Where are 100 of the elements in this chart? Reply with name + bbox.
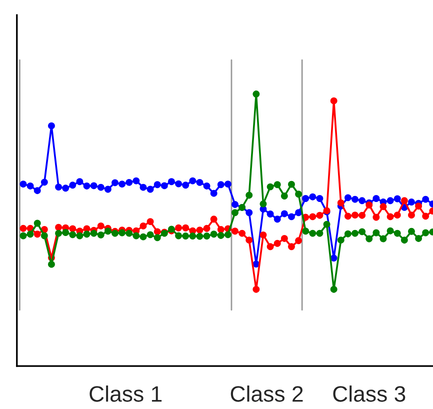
- point: [274, 181, 281, 188]
- point: [146, 218, 154, 226]
- point: [330, 97, 338, 104]
- point: [210, 230, 218, 238]
- point: [274, 216, 281, 223]
- point: [55, 230, 62, 237]
- point: [266, 243, 274, 250]
- point: [90, 230, 98, 237]
- point: [422, 212, 430, 220]
- point: [104, 186, 112, 193]
- point: [26, 182, 34, 190]
- point: [140, 184, 147, 191]
- point: [203, 232, 210, 240]
- point: [366, 202, 373, 208]
- point: [26, 230, 34, 238]
- point: [90, 182, 98, 190]
- point: [217, 232, 224, 239]
- point: [246, 236, 253, 244]
- point: [210, 216, 218, 223]
- point: [146, 231, 154, 238]
- point: [146, 186, 154, 193]
- point: [352, 196, 358, 203]
- point: [246, 209, 253, 216]
- point: [20, 224, 27, 232]
- point: [280, 235, 288, 242]
- point: [97, 222, 104, 230]
- point: [400, 197, 408, 204]
- point: [344, 230, 352, 238]
- point: [182, 232, 190, 240]
- point: [295, 209, 302, 216]
- point: [48, 260, 55, 268]
- point: [358, 197, 366, 204]
- point: [196, 226, 204, 234]
- point: [380, 235, 387, 242]
- point: [394, 195, 401, 202]
- point: [118, 229, 126, 236]
- point: [175, 180, 182, 188]
- point: [217, 226, 224, 233]
- point: [266, 183, 274, 190]
- point: [288, 213, 295, 220]
- point: [97, 184, 104, 191]
- point: [394, 212, 401, 219]
- point: [408, 228, 415, 235]
- point: [408, 212, 415, 219]
- point: [154, 181, 161, 188]
- point: [126, 230, 133, 237]
- point: [380, 203, 387, 210]
- point: [394, 230, 401, 237]
- point: [302, 228, 310, 235]
- point: [252, 286, 260, 293]
- point: [266, 210, 274, 218]
- point: [260, 200, 267, 208]
- point: [232, 200, 238, 208]
- text: Class 1: [90, 386, 162, 402]
- point: [83, 230, 90, 238]
- point: [232, 209, 238, 216]
- point: [55, 184, 62, 191]
- point: [140, 233, 147, 240]
- point: [126, 178, 133, 186]
- point: [288, 243, 295, 250]
- point: [246, 192, 253, 199]
- point: [189, 177, 196, 184]
- point: [252, 90, 260, 98]
- point: [337, 199, 344, 206]
- point: [20, 232, 27, 240]
- point: [132, 177, 140, 184]
- point: [280, 192, 288, 200]
- point: [224, 180, 232, 188]
- point: [415, 202, 422, 210]
- point: [344, 212, 352, 220]
- point: [48, 122, 55, 130]
- point: [386, 213, 394, 220]
- point: [344, 194, 352, 202]
- point: [309, 213, 316, 220]
- point: [182, 182, 190, 189]
- point: [316, 212, 324, 219]
- point: [83, 182, 90, 190]
- point: [69, 182, 76, 189]
- point: [295, 190, 302, 198]
- point: [160, 182, 168, 190]
- point: [422, 229, 430, 236]
- point: [76, 178, 84, 186]
- point: [34, 220, 41, 227]
- point: [140, 222, 147, 230]
- point: [372, 214, 380, 221]
- point: [372, 195, 380, 202]
- point: [217, 181, 224, 188]
- point: [288, 180, 295, 188]
- point: [330, 286, 338, 293]
- point: [309, 193, 316, 200]
- text: Class 3: [333, 386, 406, 402]
- point: [238, 230, 246, 237]
- point: [352, 212, 358, 219]
- point: [408, 198, 415, 206]
- point: [274, 240, 281, 247]
- point: [196, 178, 204, 186]
- point: [386, 197, 394, 204]
- point: [203, 182, 210, 190]
- point: [62, 229, 70, 236]
- point: [112, 179, 118, 186]
